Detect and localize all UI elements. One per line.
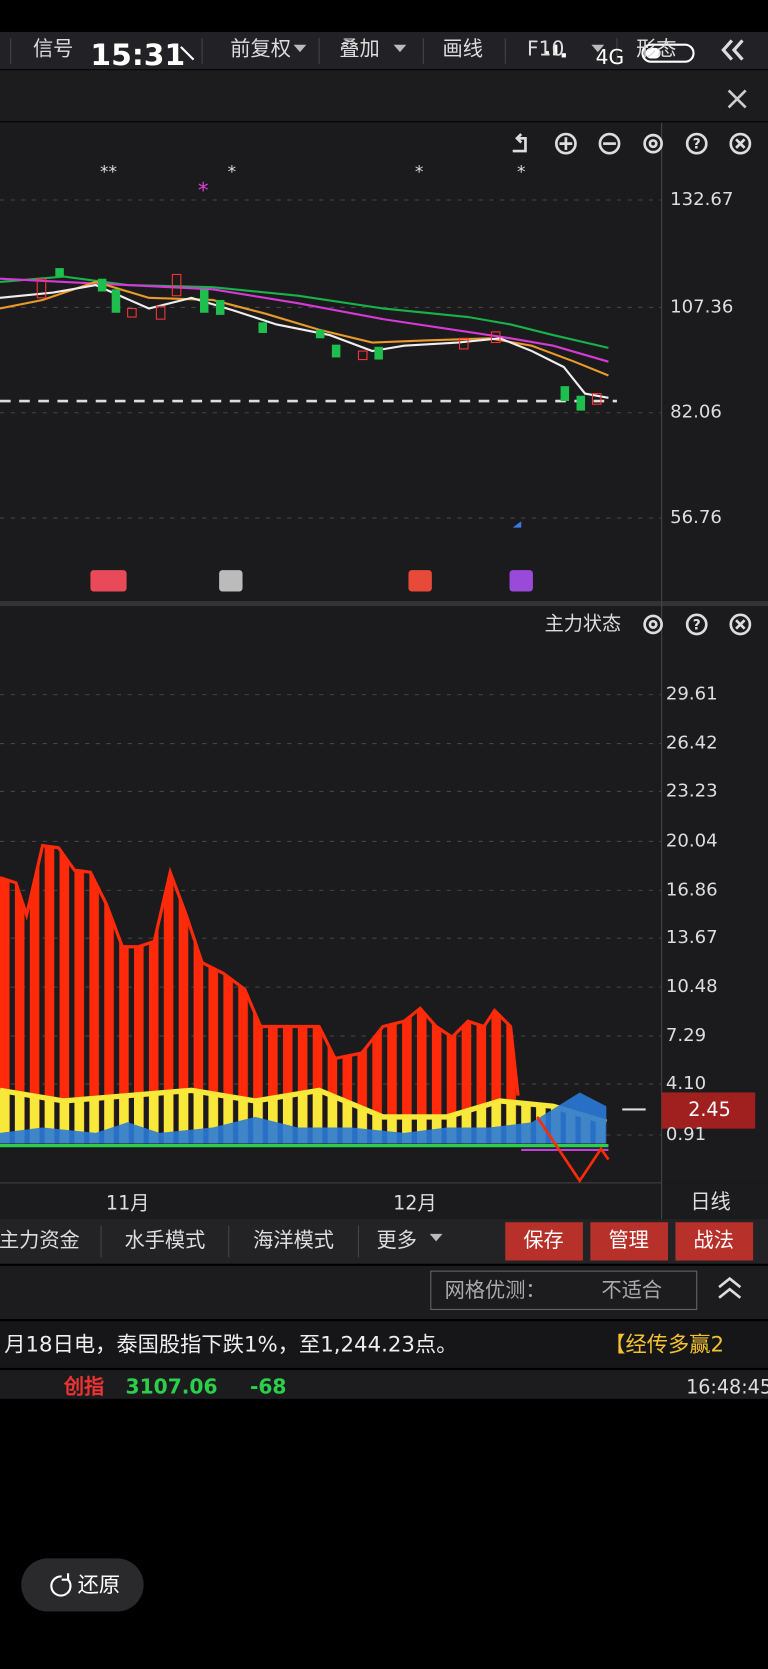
price-grid	[0, 199, 662, 519]
price-tick-label: 56.76	[670, 507, 722, 528]
grid-test-value: 不适合	[602, 1278, 663, 1302]
current-value-box	[661, 1092, 756, 1129]
toolbar-item[interactable]: 叠加	[339, 37, 379, 61]
button-label[interactable]: 战法	[694, 1228, 734, 1252]
tab[interactable]: 水手模式	[124, 1228, 205, 1252]
news-bar	[0, 1321, 768, 1368]
ticker-name: 创指	[63, 1375, 104, 1399]
toolbar	[0, 31, 768, 70]
tab-separators	[100, 1225, 360, 1258]
x-tick-label: 11月	[106, 1192, 149, 1215]
toolbar-item[interactable]: 形态	[636, 37, 676, 61]
subbar	[0, 70, 768, 122]
yellow-line	[0, 1087, 608, 1125]
news-text: 月18日电，泰国股指下跌1%，至1,244.23点。	[4, 1333, 457, 1358]
indicator-tick-label: 13.67	[666, 927, 718, 948]
red-bars	[0, 845, 519, 1144]
ticker-price: 3107.06	[126, 1375, 218, 1399]
indicator-tick-label: 26.42	[666, 733, 718, 754]
separator	[0, 601, 768, 607]
svg-text:?: ?	[693, 617, 701, 633]
button-bg[interactable]	[675, 1222, 754, 1261]
button-bg[interactable]	[590, 1222, 669, 1261]
ma-magenta	[0, 277, 609, 363]
svg-text:?: ?	[693, 137, 701, 153]
indicator-tick-label: 0.91	[666, 1124, 706, 1145]
svg-text:*: *	[415, 162, 424, 182]
dropdown-arrows	[293, 44, 605, 1242]
status-time: 15:31	[90, 38, 185, 73]
button-label[interactable]: 保存	[523, 1228, 563, 1252]
ticker-bar	[0, 1370, 768, 1399]
panel-icons[interactable]	[512, 132, 752, 636]
status-icons	[180, 43, 695, 63]
tab[interactable]: 主力资金	[0, 1228, 80, 1252]
restore-button[interactable]	[21, 1558, 144, 1612]
button-bg[interactable]	[505, 1222, 583, 1261]
signal-stars: ** * * * *	[100, 162, 525, 203]
x-axis-bar	[0, 1182, 768, 1220]
toolbar-separators	[10, 38, 618, 64]
price-tick-label: 82.06	[670, 402, 722, 423]
ticker-change: -68	[250, 1375, 287, 1399]
toolbar-item[interactable]: 画线	[443, 37, 483, 61]
indicator-tick-label: 10.48	[666, 976, 718, 997]
event-badges	[90, 570, 533, 592]
expand-icon[interactable]	[718, 1276, 742, 1299]
news-tag: 【经传多赢2	[604, 1333, 724, 1358]
help-glyphs: ??	[693, 137, 701, 634]
svg-text:*: *	[517, 162, 526, 182]
svg-text:*: *	[228, 162, 237, 182]
indicator-tick-label: 16.86	[666, 879, 718, 900]
red-line	[536, 1116, 610, 1184]
ma-white	[0, 283, 609, 399]
toolbar-item[interactable]: 前复权	[230, 37, 291, 61]
indicator-tick-label: 20.04	[666, 830, 718, 851]
close-icon[interactable]	[727, 89, 747, 109]
ticker-time: 16:48:45	[686, 1376, 768, 1399]
svg-text:*: *	[198, 178, 209, 203]
indicator-tick-label: 29.61	[666, 684, 718, 705]
tab[interactable]: 海洋模式	[253, 1228, 334, 1252]
candles	[36, 268, 602, 411]
indicator-tick-label: 23.23	[666, 780, 718, 801]
blue-area	[0, 1092, 607, 1144]
toolbar-item[interactable]: 信号	[33, 37, 73, 61]
restore-icon	[50, 1573, 72, 1597]
indicator-tick-label: 4.10	[666, 1073, 706, 1094]
x-tick-label: 12月	[393, 1192, 436, 1215]
status-network: 4G	[596, 45, 625, 69]
red-outline	[0, 843, 520, 1096]
current-value: 2.45	[688, 1098, 731, 1121]
svg-text:**: **	[100, 162, 117, 182]
period-label[interactable]: 日线	[690, 1190, 730, 1214]
restore-label: 还原	[78, 1573, 121, 1598]
button-label[interactable]: 管理	[608, 1228, 648, 1252]
toolbar-item[interactable]: F10	[527, 37, 564, 61]
grid-test-box[interactable]	[430, 1270, 698, 1310]
price-tick-label: 107.36	[670, 296, 733, 317]
indicator-tick-label: 7.29	[666, 1025, 706, 1046]
grid-test-label: 网格优测：	[445, 1278, 546, 1302]
indicator-title: 主力状态	[545, 612, 622, 635]
price-panel	[0, 122, 768, 602]
tab[interactable]: 更多	[377, 1228, 417, 1252]
price-tick-label: 132.67	[670, 189, 733, 210]
collapse-icon[interactable]	[721, 39, 744, 61]
